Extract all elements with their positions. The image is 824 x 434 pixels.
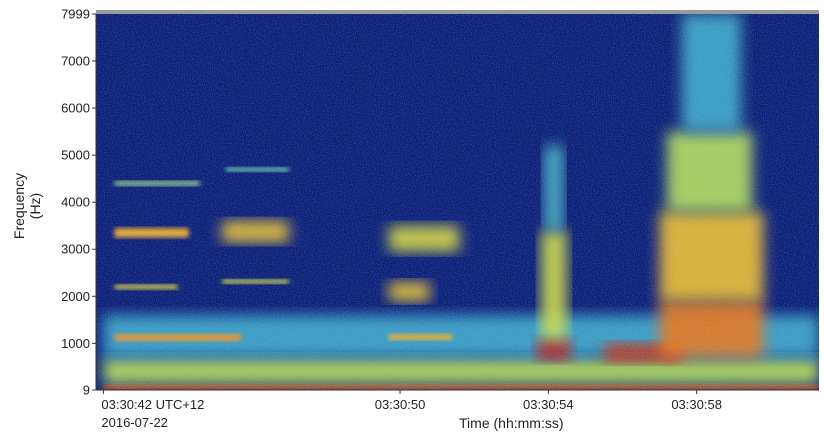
y-tick-label: 3000 — [61, 242, 90, 257]
y-tick-label: 5000 — [61, 148, 90, 163]
x-tick-label: 03:30:54 — [523, 397, 574, 412]
y-axis: 9 1000 2000 3000 4000 5000 6000 7000 7999 — [61, 7, 97, 398]
x-axis-title: Time (hh:mm:ss) — [459, 415, 563, 431]
y-tick-label: 9 — [83, 383, 90, 398]
plot-top-border — [96, 10, 819, 14]
y-axis-title-line-1: Frequency — [11, 173, 27, 239]
x-tick-label: 03:30:58 — [671, 397, 722, 412]
x-tick-label: 03:30:50 — [375, 397, 426, 412]
y-tick-label: 4000 — [61, 195, 90, 210]
y-tick-label: 7000 — [61, 54, 90, 69]
plot-area — [96, 10, 819, 390]
y-tick-label: 2000 — [61, 289, 90, 304]
y-axis-title-line-2: (Hz) — [27, 193, 43, 219]
y-tick-label: 7999 — [61, 7, 90, 22]
x-axis: 03:30:42 UTC+12 03:30:50 03:30:54 03:30:58 — [96, 389, 819, 412]
x-start-date-label: 2016-07-22 — [101, 415, 167, 430]
spectrogram-noise-texture — [96, 14, 819, 390]
x-tick-label: 03:30:42 UTC+12 — [101, 397, 204, 412]
y-tick-label: 1000 — [61, 336, 90, 351]
y-tick-label: 6000 — [61, 101, 90, 116]
